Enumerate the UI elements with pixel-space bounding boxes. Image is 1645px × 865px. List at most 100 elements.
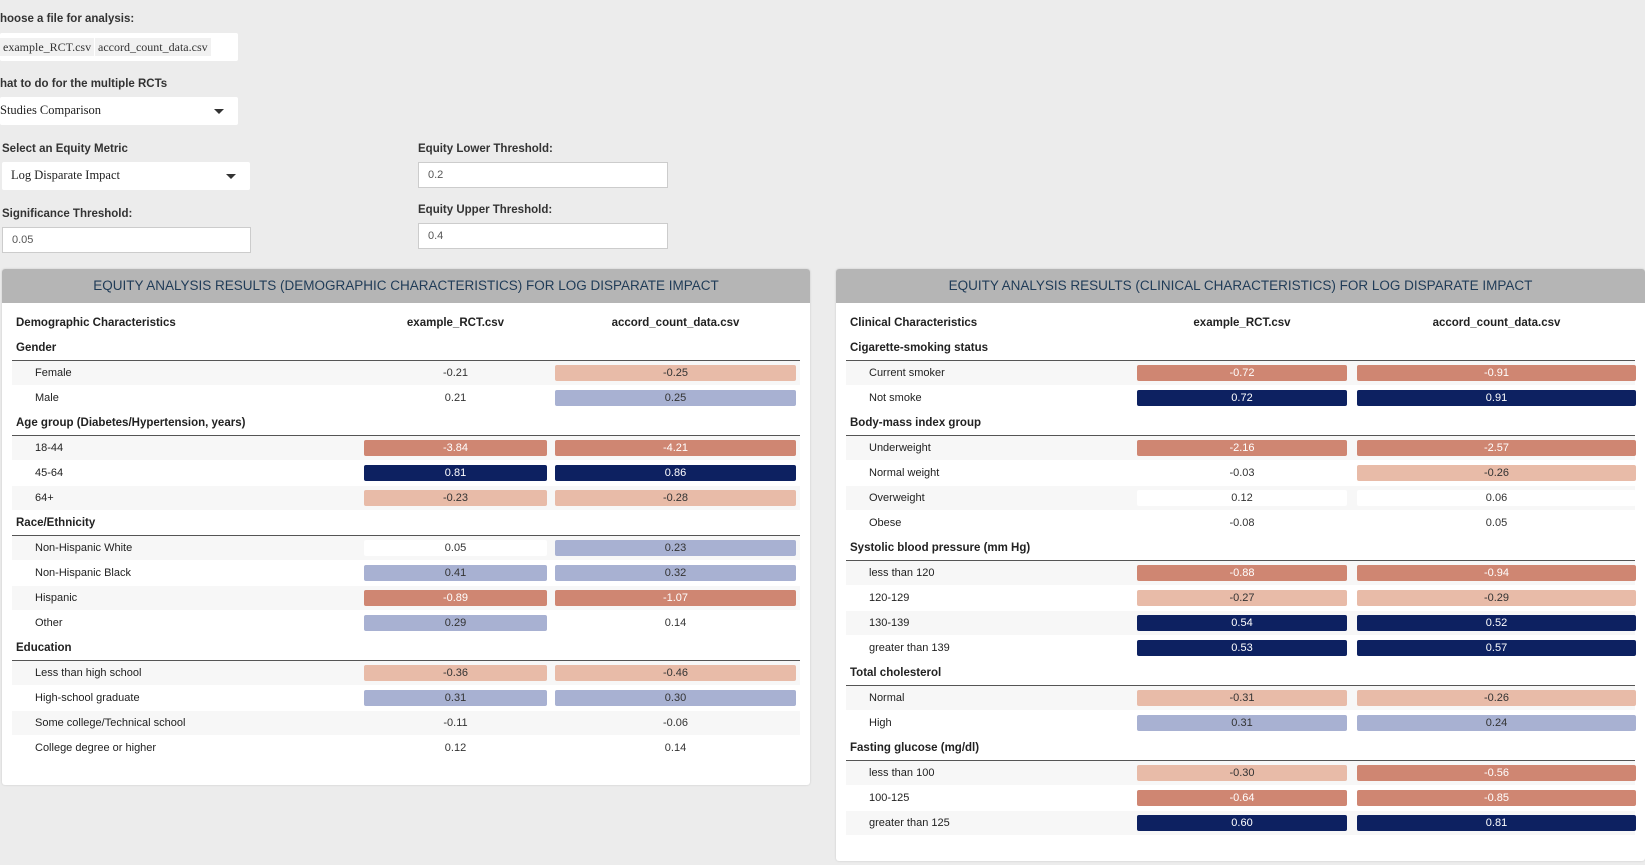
- value-cell: -0.94: [1357, 565, 1636, 581]
- upper-input-wrap[interactable]: [418, 223, 668, 249]
- table-row: 130-139 0.54 0.52: [846, 611, 1636, 635]
- row-label: Hispanic: [35, 592, 78, 604]
- table-row: 100-125 -0.64 -0.85: [846, 786, 1636, 810]
- table-row: greater than 125 0.60 0.81: [846, 811, 1636, 835]
- row-label: High: [869, 717, 892, 729]
- group-row: Fasting glucose (mg/dl): [846, 736, 1635, 761]
- table-row: 64+ -0.23 -0.28: [12, 486, 800, 510]
- table-row: Current smoker -0.72 -0.91: [846, 361, 1636, 385]
- metric-select[interactable]: Log Disparate Impact: [2, 162, 250, 190]
- value-cell: -0.30: [1137, 765, 1347, 781]
- row-label: Female: [35, 367, 72, 379]
- group-label: Age group (Diabetes/Hypertension, years): [16, 417, 246, 429]
- file-input[interactable]: example_RCT.csv accord_count_data.csv: [0, 33, 238, 61]
- table-row: Normal weight -0.03 -0.26: [846, 461, 1636, 485]
- value-cell: 0.86: [555, 465, 796, 481]
- group-row: Body-mass index group: [846, 411, 1635, 436]
- group-label: Total cholesterol: [850, 667, 942, 679]
- value-cell: 0.53: [1137, 640, 1347, 656]
- table-row: High 0.31 0.24: [846, 711, 1636, 735]
- clinical-results-panel: EQUITY ANALYSIS RESULTS (CLINICAL CHARAC…: [836, 269, 1645, 861]
- value-cell: 0.31: [364, 690, 547, 706]
- value-cell: -2.16: [1137, 440, 1347, 456]
- sig-input[interactable]: [3, 228, 250, 252]
- table-row: Obese -0.08 0.05: [846, 511, 1635, 535]
- value-cell: 0.05: [1485, 517, 1508, 529]
- table-row: Hispanic -0.89 -1.07: [12, 586, 800, 610]
- value-cell: 0.81: [364, 465, 547, 481]
- lower-input[interactable]: [419, 163, 667, 187]
- row-label: less than 120: [869, 567, 935, 579]
- value-cell: 0.60: [1137, 815, 1347, 831]
- value-cell: -0.26: [1357, 690, 1636, 706]
- table-row: Overweight 0.12 0.06: [846, 486, 1636, 510]
- value-cell: -0.28: [555, 490, 796, 506]
- multi-rct-select[interactable]: Studies Comparison: [0, 97, 238, 125]
- chevron-down-icon: [214, 109, 224, 114]
- value-cell: 0.05: [364, 540, 547, 556]
- row-label: Non-Hispanic Black: [35, 567, 131, 579]
- multi-rct-label: hat to do for the multiple RCTs: [0, 78, 168, 90]
- table-row: Not smoke 0.72 0.91: [846, 386, 1636, 410]
- table-row: 18-44 -3.84 -4.21: [12, 436, 800, 460]
- value-cell: -0.64: [1137, 790, 1347, 806]
- value-cell: 0.06: [1357, 490, 1636, 506]
- row-label: Other: [35, 617, 63, 629]
- value-cell: -0.27: [1137, 590, 1347, 606]
- group-label: Fasting glucose (mg/dl): [850, 742, 980, 754]
- group-label: Race/Ethnicity: [16, 517, 96, 529]
- group-label: Cigarette-smoking status: [850, 342, 989, 354]
- row-label: Overweight: [869, 492, 925, 504]
- table-row: less than 120 -0.88 -0.94: [846, 561, 1636, 585]
- value-cell: 0.41: [364, 565, 547, 581]
- row-label: 130-139: [869, 617, 910, 629]
- row-label: 45-64: [35, 467, 64, 479]
- sig-input-wrap[interactable]: [2, 227, 251, 253]
- value-cell: 0.14: [555, 740, 796, 756]
- value-cell: -0.91: [1357, 365, 1636, 381]
- table-row: 45-64 0.81 0.86: [12, 461, 800, 485]
- table-row: Some college/Technical school -0.11 -0.06: [12, 711, 800, 735]
- clinical-panel-title: EQUITY ANALYSIS RESULTS (CLINICAL CHARAC…: [836, 269, 1645, 303]
- value-cell: 0.91: [1357, 390, 1636, 406]
- value-cell: -3.84: [364, 440, 547, 456]
- column-header: example_RCT.csv: [1193, 317, 1291, 329]
- value-cell: -0.85: [1357, 790, 1636, 806]
- row-label: Underweight: [869, 442, 931, 454]
- metric-value: Log Disparate Impact: [11, 168, 120, 182]
- file-chip[interactable]: example_RCT.csv: [0, 38, 95, 56]
- table-row: Underweight -2.16 -2.57: [846, 436, 1636, 460]
- group-row: Age group (Diabetes/Hypertension, years): [12, 411, 800, 436]
- upper-input[interactable]: [419, 224, 667, 248]
- lower-input-wrap[interactable]: [418, 162, 668, 188]
- row-label: College degree or higher: [35, 742, 157, 754]
- row-label: Current smoker: [869, 367, 945, 379]
- table-row: Non-Hispanic Black 0.41 0.32: [12, 561, 800, 585]
- row-label: less than 100: [869, 767, 935, 779]
- value-cell: -2.57: [1357, 440, 1636, 456]
- value-cell: 0.31: [1137, 715, 1347, 731]
- value-cell: 0.57: [1357, 640, 1636, 656]
- table-row: Non-Hispanic White 0.05 0.23: [12, 536, 800, 560]
- group-label: Systolic blood pressure (mm Hg): [850, 542, 1031, 554]
- column-header: accord_count_data.csv: [1432, 317, 1561, 329]
- value-cell: -0.26: [1357, 465, 1636, 481]
- value-cell: -0.23: [364, 490, 547, 506]
- file-chip[interactable]: accord_count_data.csv: [95, 38, 211, 56]
- column-header: Clinical Characteristics: [850, 317, 978, 329]
- lower-label: Equity Lower Threshold:: [418, 143, 553, 155]
- multi-rct-value: Studies Comparison: [0, 103, 102, 117]
- value-cell: 0.81: [1357, 815, 1636, 831]
- value-cell: -0.03: [1229, 467, 1255, 479]
- value-cell: 0.54: [1137, 615, 1347, 631]
- value-cell: -0.06: [662, 717, 689, 729]
- table-row: Other 0.29 0.14: [12, 611, 800, 635]
- table-row: High-school graduate 0.31 0.30: [12, 686, 800, 710]
- chevron-down-icon: [226, 174, 236, 179]
- column-header: example_RCT.csv: [406, 317, 505, 329]
- value-cell: -0.46: [555, 665, 796, 681]
- row-label: Less than high school: [35, 667, 142, 679]
- row-label: Some college/Technical school: [35, 717, 186, 729]
- upper-label: Equity Upper Threshold:: [418, 204, 553, 216]
- value-cell: 0.12: [1137, 490, 1347, 506]
